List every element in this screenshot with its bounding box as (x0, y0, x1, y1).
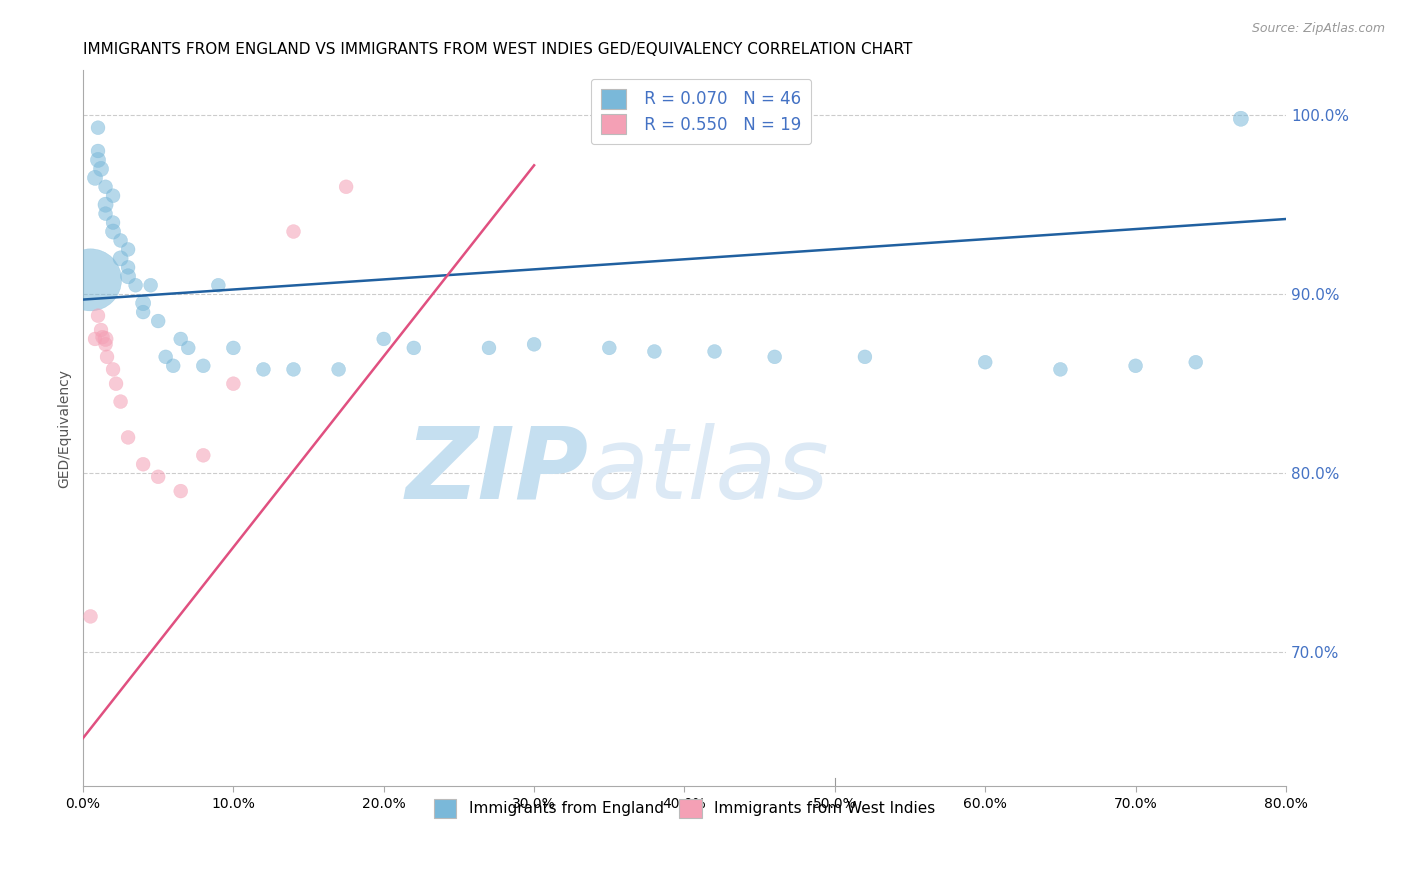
Point (478, 341, 501, 355)
Point (105, 376, 128, 391)
Point (94, 207, 117, 221)
Point (94, 197, 117, 211)
Point (87, 153, 110, 167)
Text: Source: ZipAtlas.com: Source: ZipAtlas.com (1251, 22, 1385, 36)
Point (79, 609, 101, 624)
Point (643, 344, 665, 359)
Point (207, 278, 229, 293)
Point (1184, 355, 1206, 369)
Point (162, 359, 184, 373)
Point (132, 305, 155, 319)
Point (79, 273, 101, 287)
Point (170, 484, 193, 499)
Point (177, 341, 200, 355)
Point (110, 394, 132, 409)
Point (974, 355, 997, 369)
Point (110, 234, 132, 248)
Point (146, 314, 169, 328)
Point (84, 332, 107, 346)
Point (101, 216, 124, 230)
Point (402, 341, 425, 355)
Point (132, 296, 155, 310)
Point (193, 359, 215, 373)
Point (90, 161, 112, 176)
Text: IMMIGRANTS FROM ENGLAND VS IMMIGRANTS FROM WEST INDIES GED/EQUIVALENCY CORRELATI: IMMIGRANTS FROM ENGLAND VS IMMIGRANTS FR… (83, 42, 912, 57)
Point (222, 376, 245, 391)
Point (1230, 112, 1253, 126)
Point (703, 344, 725, 359)
Point (91, 330, 114, 344)
Point (170, 332, 193, 346)
Point (146, 470, 169, 484)
Point (87, 309, 110, 323)
Point (373, 332, 395, 346)
Point (124, 278, 146, 293)
Legend: Immigrants from England, Immigrants from West Indies: Immigrants from England, Immigrants from… (426, 791, 943, 825)
Point (94, 337, 117, 351)
Point (101, 225, 124, 239)
Point (90, 323, 112, 337)
Point (117, 430, 139, 444)
Point (132, 457, 155, 471)
Point (101, 362, 124, 376)
Point (155, 350, 177, 364)
Point (598, 341, 620, 355)
Point (96, 350, 118, 364)
Point (84, 170, 107, 185)
Point (335, 179, 357, 194)
Point (87, 120, 110, 135)
Point (853, 350, 876, 364)
Point (252, 362, 274, 376)
Point (94, 332, 117, 346)
Point (328, 362, 350, 376)
Y-axis label: GED/Equivalency: GED/Equivalency (58, 369, 72, 488)
Point (94, 179, 117, 194)
Point (1125, 359, 1147, 373)
Point (101, 188, 124, 202)
Point (763, 350, 786, 364)
Point (222, 341, 245, 355)
Point (87, 144, 110, 158)
Point (283, 362, 305, 376)
Point (283, 225, 305, 239)
Text: ZIP: ZIP (405, 423, 588, 520)
Point (117, 260, 139, 275)
Point (139, 278, 162, 293)
Point (193, 448, 215, 462)
Text: atlas: atlas (588, 423, 830, 520)
Point (1049, 362, 1071, 376)
Point (117, 269, 139, 284)
Point (117, 243, 139, 257)
Point (110, 252, 132, 266)
Point (523, 337, 546, 351)
